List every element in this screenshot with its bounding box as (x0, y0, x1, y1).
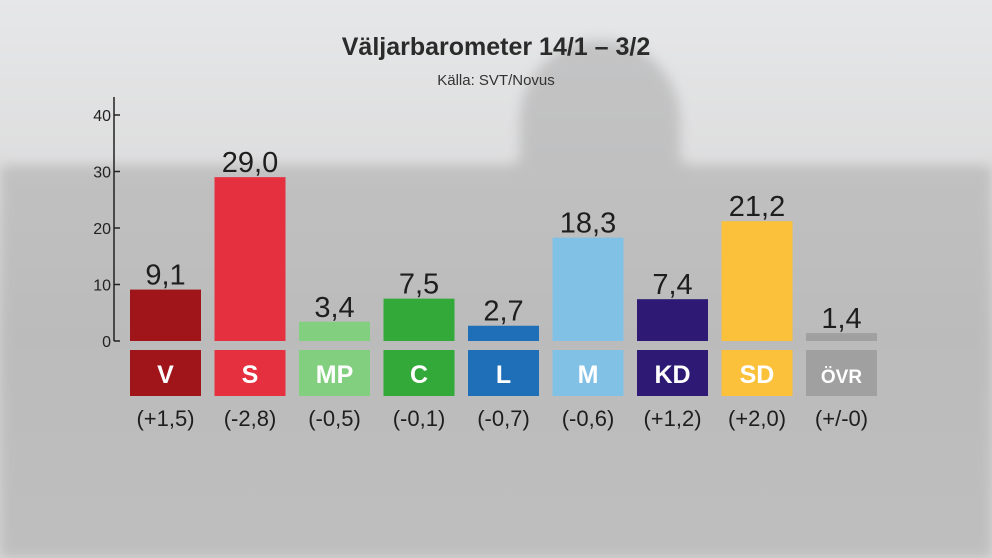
bar-övr (806, 333, 877, 341)
y-tick-label: 20 (93, 221, 111, 238)
data-label: 3,4 (314, 292, 354, 324)
category-label: ÖVR (821, 367, 862, 388)
party-label-box (130, 350, 201, 396)
data-label: 9,1 (145, 260, 185, 292)
party-label-box (299, 350, 370, 396)
category-label: S (242, 361, 259, 389)
data-label: 7,5 (399, 269, 439, 301)
data-label: 7,4 (652, 269, 692, 301)
data-label: 21,2 (729, 191, 785, 223)
change-label: (+/-0) (815, 406, 868, 431)
party-label-box (468, 350, 539, 396)
category-label: V (157, 361, 174, 389)
category-label: C (410, 361, 428, 389)
data-label: 2,7 (483, 296, 523, 328)
change-label: (+2,0) (728, 406, 786, 431)
y-tick-label: 40 (93, 108, 111, 125)
party-label-box (383, 350, 455, 396)
bar-l (468, 325, 539, 341)
y-tick-label: 0 (102, 334, 111, 351)
bar-sd (721, 221, 793, 341)
bar-m (552, 237, 624, 341)
category-label: MP (316, 361, 354, 389)
bar-v (130, 289, 201, 341)
data-label: 18,3 (560, 208, 616, 240)
y-tick-label: 30 (93, 165, 111, 182)
chart-title: Väljarbarometer 14/1 – 3/2 (341, 33, 651, 61)
change-label: (+1,5) (136, 406, 194, 431)
party-label-box (637, 350, 708, 396)
bar-c (383, 298, 455, 341)
category-label: L (496, 361, 511, 389)
bar-kd (637, 299, 708, 341)
change-label: (-2,8) (224, 406, 277, 431)
category-label: M (578, 361, 599, 389)
party-label-box (721, 350, 793, 396)
y-tick-label: 10 (93, 278, 111, 295)
bar-s (214, 177, 286, 341)
data-label: 29,0 (222, 147, 278, 179)
category-label: SD (740, 361, 775, 389)
party-label-box (214, 350, 286, 396)
change-label: (-0,7) (477, 406, 530, 431)
party-label-box (806, 350, 877, 396)
category-label: KD (654, 361, 690, 389)
change-label: (-0,5) (308, 406, 361, 431)
bar-mp (299, 321, 370, 341)
change-label: (-0,6) (562, 406, 615, 431)
change-label: (-0,1) (393, 406, 446, 431)
chart-source: Källa: SVT/Novus (437, 72, 555, 89)
data-label: 1,4 (821, 303, 861, 335)
change-label: (+1,2) (643, 406, 701, 431)
party-label-box (552, 350, 624, 396)
